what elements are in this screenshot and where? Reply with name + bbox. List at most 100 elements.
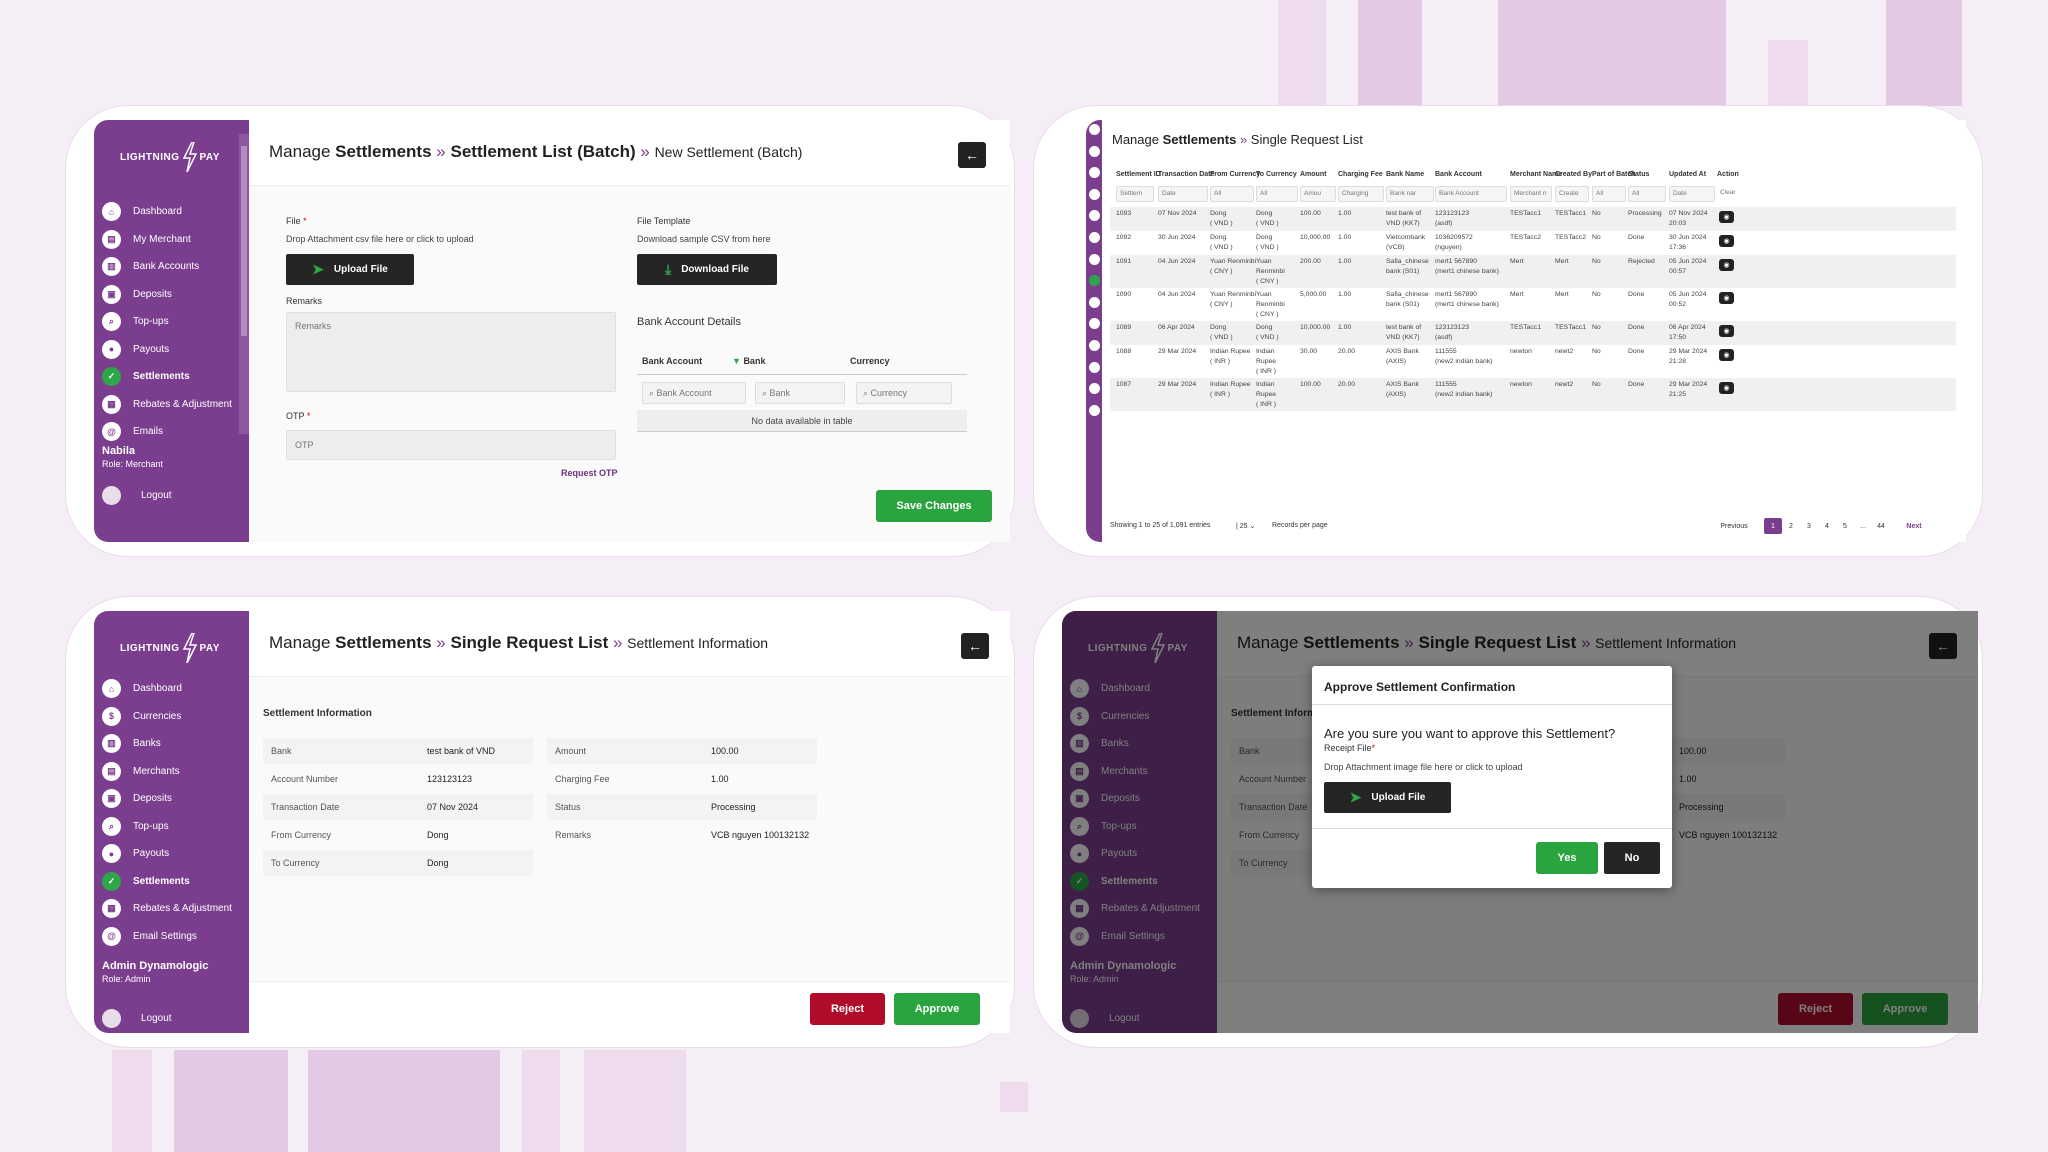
sidebar-item-currencies[interactable]: $ Currencies [102, 703, 242, 731]
column-filter[interactable]: All [1256, 186, 1298, 202]
sidebar-item-banks[interactable]: ▥ Banks [102, 730, 242, 758]
col-bank-account[interactable]: Bank Account [642, 356, 703, 366]
col-header[interactable]: Transaction Date [1158, 171, 1215, 178]
column-filter[interactable]: Date [1669, 186, 1715, 202]
sidebar-item-dashboard[interactable]: ⌂ Dashboard [102, 198, 242, 226]
col-header[interactable]: Action [1717, 171, 1739, 178]
sidebar-item-emails[interactable]: @ Emails [102, 418, 242, 446]
col-header[interactable]: From Currency [1210, 171, 1261, 178]
page-link[interactable]: 3 [1807, 522, 1811, 530]
yes-button[interactable]: Yes [1536, 842, 1598, 874]
per-page-select[interactable]: | 25 ⌄ [1236, 523, 1256, 530]
page-link[interactable]: 1 [1764, 518, 1782, 534]
col-bank[interactable]: ▼ Bank [732, 356, 766, 366]
save-changes-button[interactable]: Save Changes [876, 490, 992, 522]
col-header[interactable]: Part of Batch [1592, 171, 1636, 178]
column-filter[interactable]: Clear [1720, 189, 1736, 196]
col-header[interactable]: Charging Fee [1338, 171, 1383, 178]
column-filter[interactable]: All [1210, 186, 1254, 202]
page-link[interactable]: 5 [1843, 522, 1847, 530]
sidebar-item-rebates-adjustment[interactable]: ▦ Rebates & Adjustment [102, 895, 242, 923]
no-button[interactable]: No [1604, 842, 1660, 874]
sidebar-item-email-settings[interactable]: @ Email Settings [102, 923, 242, 951]
column-filter[interactable]: Bank nar [1386, 186, 1434, 202]
approve-button[interactable]: Approve [894, 993, 980, 1025]
filter-bank[interactable]: ⌕ Bank [755, 382, 845, 404]
sidebar-item-merchants[interactable]: ▤ Merchants [102, 758, 242, 786]
table-row[interactable]: 1093 07 Nov 2024 Dong ( VND ) Dong ( VND ) 1… [1110, 207, 1956, 231]
col-header[interactable]: Bank Name [1386, 171, 1425, 178]
view-icon[interactable]: ◉ [1719, 349, 1734, 361]
sidebar-item-rebates-adjustment[interactable]: ▦ Rebates & Adjustment [102, 391, 242, 419]
modal-upload-button[interactable]: ➤ Upload File [1324, 782, 1451, 813]
table-row[interactable]: 1091 04 Jun 2024 Yuan Renminbi ( CNY ) Yuan… [1110, 255, 1956, 288]
back-button[interactable]: ← [961, 633, 989, 659]
column-filter[interactable]: Amou [1300, 186, 1336, 202]
sidebar-item-top-ups[interactable]: ⌕ Top-ups [102, 813, 242, 841]
column-filter[interactable]: Create [1555, 186, 1589, 202]
column-filter[interactable]: Date [1158, 186, 1208, 202]
view-icon[interactable]: ◉ [1719, 292, 1734, 304]
cell-id: 1090 [1116, 291, 1132, 298]
col-header[interactable]: Status [1628, 171, 1650, 178]
logout-link[interactable]: Logout [102, 1009, 172, 1028]
column-filter[interactable]: Settlem [1116, 186, 1154, 202]
remarks-textarea[interactable] [286, 312, 616, 392]
column-filter[interactable]: Charging [1338, 186, 1384, 202]
reject-button[interactable]: Reject [810, 993, 885, 1025]
cell-batch: No [1592, 348, 1601, 355]
col-header[interactable]: Updated At [1669, 171, 1707, 178]
sidebar-scrollbar[interactable] [239, 134, 249, 434]
view-icon[interactable]: ◉ [1719, 235, 1734, 247]
sidebar-item-dashboard[interactable]: ⌂ Dashboard [102, 675, 242, 703]
table-row[interactable]: 1088 29 Mar 2024 Indian Rupee ( INR ) India… [1110, 345, 1956, 378]
sidebar-item-settlements[interactable]: ✓ Settlements [102, 868, 242, 896]
col-header[interactable]: Amount [1300, 171, 1327, 178]
sidebar-item-settlements[interactable]: ✓ Settlements [102, 363, 242, 391]
sidebar-item-payouts[interactable]: ● Payouts [102, 336, 242, 364]
page-link[interactable]: 4 [1825, 522, 1829, 530]
column-filter[interactable]: Merchant n [1510, 186, 1552, 202]
col-header[interactable]: Bank Account [1435, 171, 1482, 178]
col-header[interactable]: Merchant Name [1510, 171, 1563, 178]
page-link[interactable]: 2 [1789, 522, 1793, 530]
col-header[interactable]: To Currency [1256, 171, 1297, 178]
col-header[interactable]: Created By [1555, 171, 1592, 178]
cell-merchant: TESTacc1 [1510, 210, 1541, 217]
cell-merchant: Mert [1510, 291, 1524, 298]
page-link[interactable]: Previous [1720, 522, 1748, 530]
table-row[interactable]: 1089 06 Apr 2024 Dong ( VND ) Dong ( VND ) 1… [1110, 321, 1956, 345]
page-link[interactable]: 44 [1877, 522, 1885, 530]
otp-input[interactable] [286, 430, 616, 460]
sidebar-item-top-ups[interactable]: ⌕ Top-ups [102, 308, 242, 336]
page-link[interactable]: Next [1906, 522, 1922, 530]
request-otp-link[interactable]: Request OTP [561, 468, 618, 478]
sidebar-item-bank-accounts[interactable]: ▥ Bank Accounts [102, 253, 242, 281]
download-file-button[interactable]: ⤓ Download File [637, 254, 777, 285]
table-row[interactable]: 1090 04 Jun 2024 Yuan Renminbi ( CNY ) Yuan… [1110, 288, 1956, 321]
table-row[interactable]: 1092 30 Jun 2024 Dong ( VND ) Dong ( VND ) 1… [1110, 231, 1956, 255]
upload-file-button[interactable]: ➤ Upload File [286, 254, 414, 285]
back-button[interactable]: ← [958, 142, 986, 168]
logout-link[interactable]: Logout [102, 486, 172, 505]
sidebar-item-deposits[interactable]: ▣ Deposits [102, 785, 242, 813]
page-link[interactable]: ... [1860, 522, 1866, 530]
view-icon[interactable]: ◉ [1719, 259, 1734, 271]
column-filter[interactable]: All [1628, 186, 1666, 202]
view-icon[interactable]: ◉ [1719, 382, 1734, 394]
sidebar-item-deposits[interactable]: ▣ Deposits [102, 281, 242, 309]
no-data-message: No data available in table [637, 410, 967, 432]
filter-bank-account[interactable]: ⌕ Bank Account [642, 382, 746, 404]
sidebar-item-my-merchant[interactable]: ▤ My Merchant [102, 226, 242, 254]
col-header[interactable]: Settlement ID [1116, 171, 1161, 178]
table-row[interactable]: 1087 29 Mar 2024 Indian Rupee ( INR ) India… [1110, 378, 1956, 411]
logout-icon [102, 1009, 121, 1028]
view-icon[interactable]: ◉ [1719, 211, 1734, 223]
col-currency[interactable]: Currency [850, 356, 890, 366]
column-filter[interactable]: All [1592, 186, 1626, 202]
cell-status: Rejected [1628, 258, 1655, 265]
filter-currency[interactable]: ⌕ Currency [856, 382, 952, 404]
column-filter[interactable]: Bank Account [1435, 186, 1507, 202]
sidebar-item-payouts[interactable]: ● Payouts [102, 840, 242, 868]
view-icon[interactable]: ◉ [1719, 325, 1734, 337]
